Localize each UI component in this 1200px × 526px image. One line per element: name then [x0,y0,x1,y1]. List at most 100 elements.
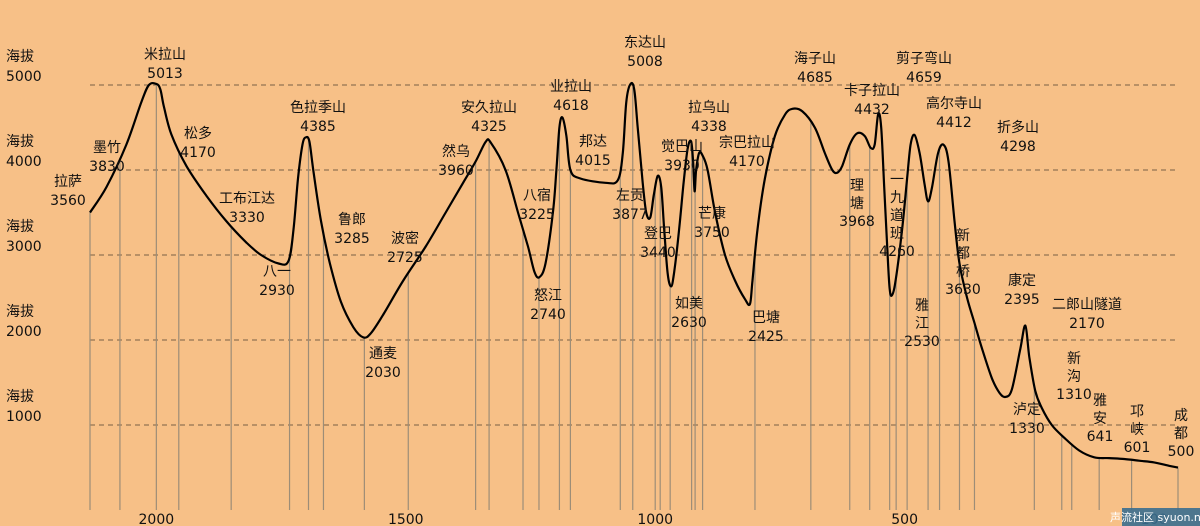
station-elevation: 4325 [471,119,507,135]
station-label: 米拉山 5013 [144,47,186,82]
station-label: 八宿 3225 [519,187,555,223]
station-label: 宗巴拉山 4170 [719,135,775,170]
station-label: 拉萨 3560 [50,174,86,209]
station-elevation: 4015 [575,153,611,169]
station-elevation: 4260 [879,244,915,260]
station-elevation: 3285 [334,231,370,247]
station-elevation: 3630 [945,282,981,298]
station-name: 桥 [956,264,970,280]
station-label: 安久拉山 4325 [461,100,517,135]
station-name: 道 [890,208,904,224]
station-label: 八一 2930 [259,264,295,299]
station-label: 卡子拉山 4432 [844,83,900,118]
y-axis-prefix: 海拔 [6,134,34,150]
station-elevation: 4685 [797,70,833,86]
station-elevation: 3330 [229,210,265,226]
station-name: 理 [850,178,864,194]
station-elevation: 4170 [180,145,216,161]
station-label: 剪子弯山 4659 [896,50,952,86]
station-name: 雅 [1093,393,1107,409]
station-name: 二郎山隧道 [1052,297,1122,313]
station-label: 邛峡 601 [1124,404,1151,456]
station-label: 二郎山隧道 2170 [1052,297,1122,332]
station-label: 怒江 2740 [530,288,566,323]
station-label: 新都桥 3630 [945,228,981,298]
station-label: 泸定 1330 [1009,402,1045,437]
station-name: 剪子弯山 [896,50,952,67]
y-axis-prefix: 海拔 [6,219,34,235]
station-name: 雅 [915,298,929,314]
station-elevation: 641 [1087,429,1114,445]
y-axis-prefix: 海拔 [6,49,34,65]
station-label: 觉巴山 3930 [661,139,703,174]
station-label: 芒康 3750 [694,205,730,241]
station-elevation: 2740 [530,307,566,323]
station-label: 波密 2725 [387,230,423,266]
station-elevation: 2170 [1069,316,1105,332]
station-label: 新沟 1310 [1056,351,1092,403]
station-elevation: 3960 [438,163,474,179]
station-elevation: 3877 [612,207,648,223]
station-name: 左贡 [616,188,644,204]
station-name: 成 [1174,408,1188,424]
station-name: 工布江达 [219,191,275,207]
station-name: 海子山 [794,51,836,67]
station-elevation: 1330 [1009,421,1045,437]
station-name: 松多 [184,125,212,142]
station-name: 邦达 [579,134,607,150]
station-elevation: 4338 [691,119,727,135]
x-tick-label: 1500 [388,512,424,526]
y-axis-labels: 海拔 5000 海拔 4000 海拔 3000 海拔 2000 海拔 1000 [6,49,42,425]
station-name: 江 [915,316,929,332]
station-label: 东达山 5008 [624,35,666,70]
station-name: 波密 [391,230,419,247]
y-axis-prefix: 海拔 [6,304,34,320]
station-name: 新 [956,228,970,244]
station-name: 一 [890,172,904,188]
station-name: 巴塘 [752,310,780,326]
station-name: 鲁郎 [338,212,366,228]
x-axis-ticks: 200015001000500100 [139,512,1168,526]
station-elevation: 4618 [553,98,589,114]
station-label: 理塘 3968 [839,178,875,230]
station-name: 芒康 [698,205,726,222]
station-elevation: 3830 [89,159,125,175]
station-label: 康定 2395 [1004,272,1040,308]
station-name: 八一 [263,264,291,280]
station-elevation: 500 [1168,444,1195,460]
y-axis-value: 1000 [6,409,42,425]
station-elevation: 5013 [147,66,183,82]
station-label: 如美 2630 [671,296,707,331]
station-elevation: 2630 [671,315,707,331]
station-name: 色拉季山 [290,99,346,116]
station-name: 班 [890,226,904,242]
station-elevation: 4298 [1000,139,1036,155]
station-name: 米拉山 [144,47,186,63]
station-label: 拉乌山 4338 [688,100,730,135]
station-name: 登巴 [644,226,672,242]
station-label: 折多山 4298 [997,119,1039,155]
x-tick-label: 2000 [139,512,175,526]
watermark-text: 声流社区 syuon.net [1110,510,1200,524]
station-name: 新 [1067,351,1081,367]
station-name: 八宿 [523,187,551,204]
station-elevation: 3968 [839,214,875,230]
station-label: 通麦 2030 [365,346,401,381]
station-name: 高尔寺山 [926,95,982,112]
station-name: 泸定 [1013,402,1041,418]
y-axis-value: 4000 [6,154,42,170]
watermark: 声流社区 syuon.net [1110,508,1200,526]
station-elevation: 4412 [936,115,972,131]
station-name: 墨竹 [93,140,121,156]
station-label: 巴塘 2425 [748,310,784,345]
station-elevation: 5008 [627,54,663,70]
station-elevation: 1310 [1056,387,1092,403]
station-elevation: 2425 [748,329,784,345]
station-elevation: 2395 [1004,292,1040,308]
station-label: 色拉季山 4385 [290,99,346,135]
station-elevation: 3750 [694,225,730,241]
station-label: 雅江 2530 [904,298,940,350]
station-label: 鲁郎 3285 [334,212,370,247]
